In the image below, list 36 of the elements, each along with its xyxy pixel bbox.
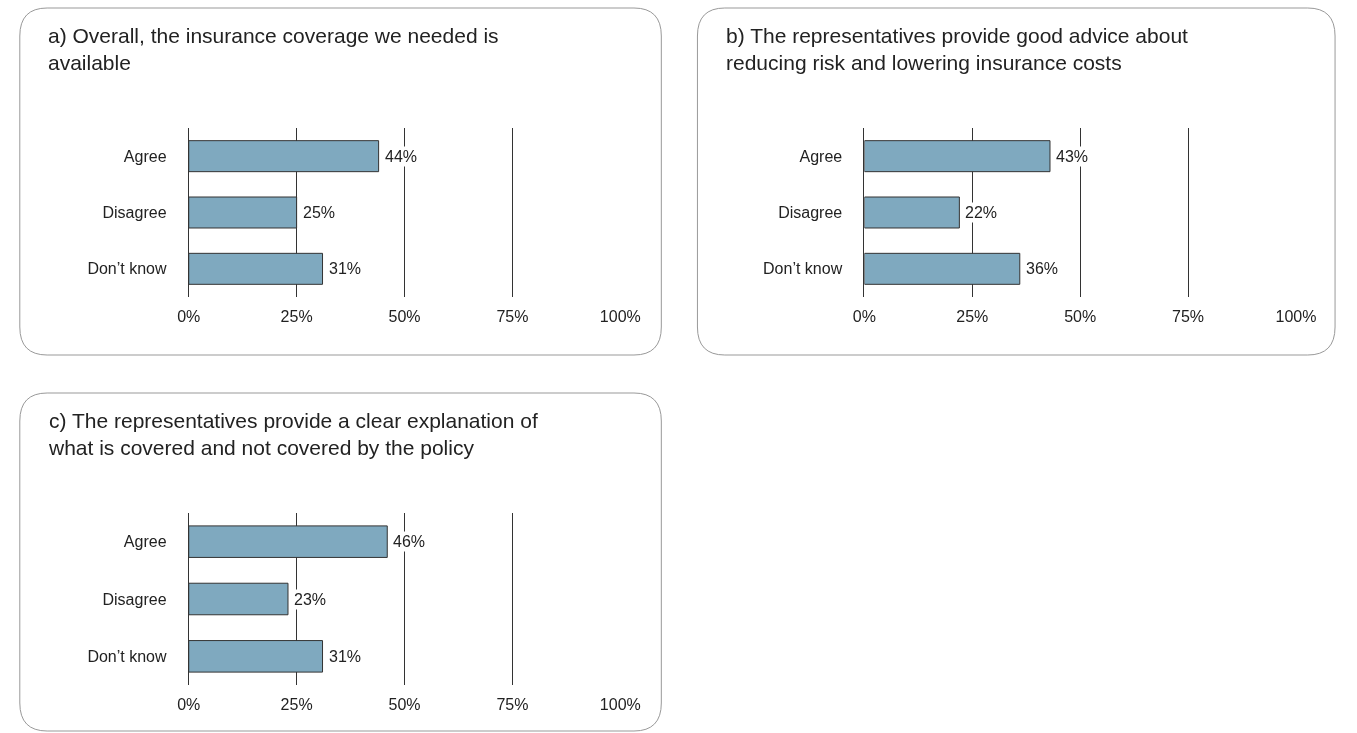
data-label: 22% xyxy=(965,204,998,221)
x-tick-label: 75% xyxy=(1172,308,1205,325)
x-tick-label: 100% xyxy=(599,308,641,325)
x-tick-label: 25% xyxy=(280,308,313,325)
x-tick-label: 50% xyxy=(1064,308,1097,325)
x-tick-label: 25% xyxy=(280,696,313,713)
data-label: 31% xyxy=(329,648,362,665)
x-tick-label: 75% xyxy=(496,696,529,713)
x-tick-label: 25% xyxy=(956,308,989,325)
data-label: 44% xyxy=(385,148,418,165)
x-tick-label: 0% xyxy=(852,308,876,325)
y-tick-label: Disagree xyxy=(102,204,167,222)
y-tick-label: Agree xyxy=(799,147,843,165)
data-label: 31% xyxy=(329,260,362,277)
data-label: 43% xyxy=(1056,148,1089,165)
x-tick-label: 100% xyxy=(599,696,641,713)
data-label: 46% xyxy=(393,533,426,550)
data-label: 23% xyxy=(294,591,327,608)
chart-title: a) Overall, the insurance coverage we needed is available xyxy=(48,24,499,75)
x-tick-label: 50% xyxy=(388,696,421,713)
y-tick-label: Agree xyxy=(123,533,167,551)
x-tick-label: 100% xyxy=(1275,308,1317,325)
y-tick-label: Agree xyxy=(123,147,167,165)
y-tick-label: Don’t know xyxy=(763,260,843,278)
data-label: 36% xyxy=(1026,260,1059,277)
data-label: 25% xyxy=(303,204,336,221)
chart-title: b) The representatives provide good advice about reducing risk and lowering insurance costs xyxy=(726,24,1189,75)
chart-title: c) The representatives provide a clear explanation of what is covered and not covered by the policy xyxy=(48,409,538,460)
y-tick-label: Don’t know xyxy=(87,647,167,665)
y-tick-label: Disagree xyxy=(778,204,843,222)
x-tick-label: 0% xyxy=(177,308,201,325)
y-tick-label: Don’t know xyxy=(87,260,167,278)
x-tick-label: 0% xyxy=(177,696,201,713)
x-tick-label: 50% xyxy=(388,308,421,325)
x-tick-label: 75% xyxy=(496,308,529,325)
y-tick-label: Disagree xyxy=(102,590,167,608)
